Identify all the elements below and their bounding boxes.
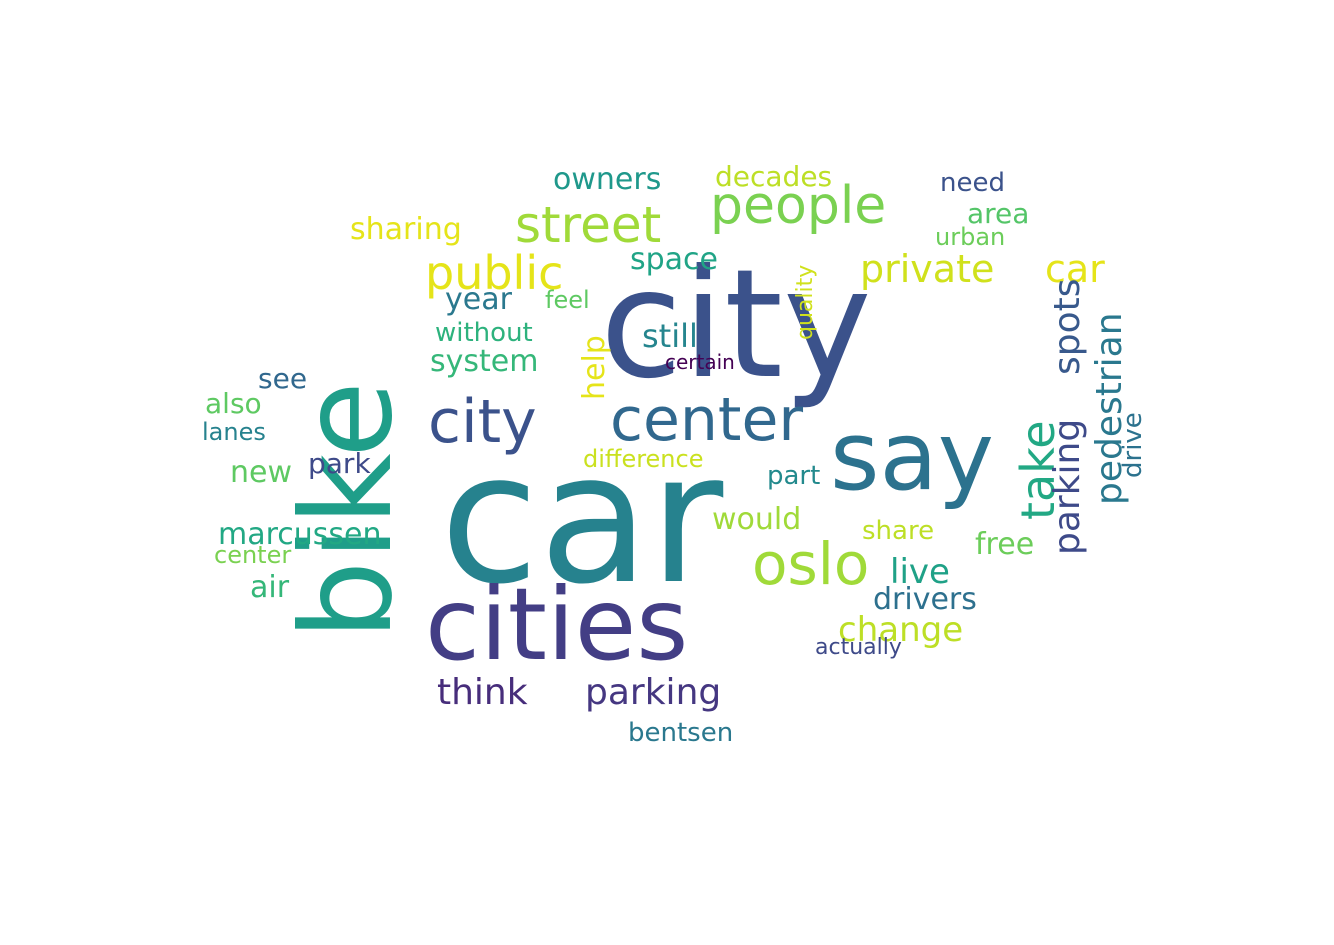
cloud-word: quality	[793, 264, 818, 340]
cloud-word: change	[838, 610, 964, 650]
cloud-word: still	[642, 317, 698, 355]
cloud-word: street	[515, 196, 662, 254]
cloud-word: actually	[815, 635, 902, 660]
cloud-word: center	[214, 541, 292, 569]
cloud-word: new	[230, 455, 293, 490]
cloud-word: park	[308, 447, 371, 480]
cloud-word: people	[710, 176, 887, 236]
cloud-word: car	[1045, 247, 1105, 291]
cloud-word: feel	[545, 286, 590, 314]
cloud-word: marcussen	[218, 517, 382, 552]
cloud-word: city	[600, 238, 872, 412]
cloud-word: urban	[935, 223, 1006, 251]
cloud-word: also	[205, 387, 262, 420]
cloud-word: bike	[275, 381, 420, 640]
cloud-word: system	[430, 344, 539, 379]
cloud-word: spots	[1047, 278, 1088, 375]
cloud-word: say	[830, 402, 994, 512]
cloud-word: parking	[1047, 418, 1088, 555]
cloud-word: without	[435, 318, 533, 348]
cloud-word: center	[610, 385, 804, 455]
cloud-word: bentsen	[628, 718, 734, 748]
cloud-word: oslo	[752, 530, 870, 598]
cloud-word: need	[940, 168, 1005, 198]
cloud-word: live	[890, 552, 950, 592]
cloud-word: sharing	[350, 212, 462, 247]
cloud-word: share	[862, 516, 935, 546]
cloud-word: area	[967, 197, 1030, 230]
cloud-word: decades	[715, 160, 833, 193]
cloud-word: year	[445, 282, 512, 317]
cloud-word: free	[975, 527, 1035, 562]
cloud-word: city	[428, 387, 537, 457]
cloud-word: drivers	[873, 582, 977, 617]
cloud-word: think	[437, 672, 528, 713]
cloud-word: part	[767, 461, 821, 491]
cloud-word: would	[712, 502, 802, 537]
cloud-word: cities	[425, 566, 689, 683]
cloud-word: lanes	[202, 418, 266, 446]
cloud-word: parking	[585, 672, 722, 713]
cloud-word: certain	[665, 350, 735, 374]
cloud-word: help	[577, 335, 612, 400]
cloud-word: private	[860, 247, 995, 291]
cloud-word: space	[630, 242, 719, 277]
cloud-word: public	[425, 246, 564, 300]
cloud-word: drive	[1118, 412, 1148, 478]
cloud-word: owners	[553, 162, 662, 197]
cloud-word: see	[258, 362, 308, 395]
cloud-word: difference	[583, 445, 704, 473]
cloud-word: car	[440, 415, 724, 624]
cloud-word: air	[250, 570, 290, 605]
